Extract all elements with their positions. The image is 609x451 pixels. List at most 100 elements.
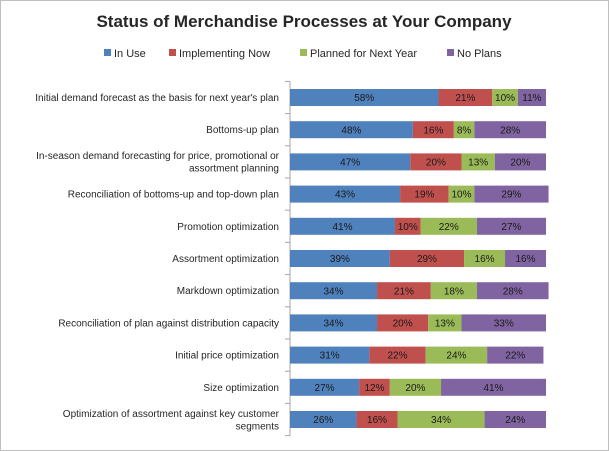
data-label: 13% xyxy=(468,158,488,169)
category-labels: Initial demand forecast as the basis for… xyxy=(35,93,279,432)
data-label: 20% xyxy=(405,383,425,394)
bar-no-plans xyxy=(476,217,546,235)
category-label: segments xyxy=(236,421,279,432)
bar-in-use xyxy=(290,346,370,364)
bars: 58% 21% 10% 11% 48% 16% 8% 28% 47% 20% 13% 20% 43% 19… xyxy=(290,89,549,428)
data-label: 34% xyxy=(431,415,451,426)
data-label: 21% xyxy=(455,93,475,104)
bar-in-use xyxy=(290,153,411,171)
bar-planned-for-next-year xyxy=(425,346,488,364)
data-label: 22% xyxy=(388,351,408,362)
bar-in-use xyxy=(290,411,357,428)
category-label: Bottoms-up plan xyxy=(206,125,279,136)
data-label: 13% xyxy=(435,319,455,330)
data-label: 8% xyxy=(457,125,472,136)
data-label: 24% xyxy=(446,351,466,362)
data-label: 29% xyxy=(501,190,521,201)
bar-planned-for-next-year xyxy=(453,121,475,139)
data-label: 28% xyxy=(503,286,523,297)
data-label: 34% xyxy=(324,319,344,330)
bar-no-plans xyxy=(487,346,544,364)
category-label: Markdown optimization xyxy=(177,286,279,297)
bar-implementing-now xyxy=(410,153,462,171)
data-label: 18% xyxy=(444,286,464,297)
category-axis xyxy=(285,80,291,437)
data-label: 10% xyxy=(495,93,515,104)
legend-swatch-no-plans xyxy=(447,49,454,56)
data-label: 27% xyxy=(315,383,335,394)
category-label: Assortment optimization xyxy=(172,254,279,265)
data-label: 58% xyxy=(354,93,374,104)
data-label: 16% xyxy=(423,125,443,136)
data-label: 39% xyxy=(330,254,350,265)
data-label: 19% xyxy=(414,190,434,201)
legend-label-planned-for-next-year: Planned for Next Year xyxy=(310,48,417,60)
data-label: 21% xyxy=(394,286,414,297)
data-label: 41% xyxy=(332,222,352,233)
bar-no-plans xyxy=(494,153,546,171)
bar-planned-for-next-year xyxy=(430,282,477,300)
bar-no-plans xyxy=(476,282,549,300)
bar-planned-for-next-year xyxy=(420,217,477,235)
legend-swatch-planned-for-next-year xyxy=(300,49,307,56)
category-label: Promotion optimization xyxy=(177,222,279,233)
data-label: 34% xyxy=(324,286,344,297)
data-label: 10% xyxy=(452,190,472,201)
legend-label-in-use: In Use xyxy=(114,48,146,60)
data-label: 20% xyxy=(510,158,530,169)
bar-in-use xyxy=(290,314,378,332)
bar-no-plans xyxy=(474,185,549,203)
bar-in-use xyxy=(290,282,378,300)
bar-planned-for-next-year xyxy=(492,89,518,106)
data-label: 31% xyxy=(320,351,340,362)
bar-implementing-now xyxy=(356,411,398,428)
data-label: 12% xyxy=(364,383,384,394)
data-label: 26% xyxy=(313,415,333,426)
data-label: 27% xyxy=(501,222,521,233)
bar-implementing-now xyxy=(412,121,454,139)
category-label: Optimization of assortment against key c… xyxy=(63,409,280,420)
bar-planned-for-next-year xyxy=(389,378,442,396)
data-label: 16% xyxy=(367,415,387,426)
bar-planned-for-next-year xyxy=(448,185,475,203)
category-label: Initial price optimization xyxy=(175,351,279,362)
bar-in-use xyxy=(290,250,390,267)
category-label: Reconciliation of plan against distribut… xyxy=(58,318,279,329)
category-label: Reconciliation of bottoms-up and top-dow… xyxy=(68,190,279,201)
bar-no-plans xyxy=(517,89,546,106)
legend-swatch-in-use xyxy=(104,49,111,56)
bar-in-use xyxy=(290,89,439,106)
category-label: assortment planning xyxy=(189,164,279,175)
bar-in-use xyxy=(290,185,401,203)
bar-no-plans xyxy=(474,121,546,139)
data-label: 20% xyxy=(426,158,446,169)
bar-in-use xyxy=(290,217,395,235)
bar-implementing-now xyxy=(438,89,493,106)
bar-no-plans xyxy=(461,314,546,332)
bar-no-plans xyxy=(484,411,546,428)
data-label: 16% xyxy=(475,254,495,265)
bar-in-use xyxy=(290,121,413,139)
data-label: 43% xyxy=(335,190,355,201)
category-label: Initial demand forecast as the basis for… xyxy=(35,93,279,104)
bar-planned-for-next-year xyxy=(428,314,462,332)
data-label: 11% xyxy=(522,93,541,104)
bar-no-plans xyxy=(505,250,546,267)
data-label: 24% xyxy=(505,415,525,426)
bar-implementing-now xyxy=(359,378,390,396)
bar-implementing-now xyxy=(377,282,431,300)
legend: In Use Implementing Now Planned for Next Y… xyxy=(104,48,502,60)
bar-implementing-now xyxy=(389,250,465,267)
data-label: 22% xyxy=(505,351,525,362)
category-label: In-season demand forecasting for price, … xyxy=(36,151,280,162)
data-label: 33% xyxy=(494,319,514,330)
data-label: 10% xyxy=(398,222,418,233)
bar-no-plans xyxy=(441,378,546,396)
data-label: 28% xyxy=(500,125,520,136)
bar-implementing-now xyxy=(394,217,421,235)
bar-planned-for-next-year xyxy=(461,153,495,171)
bar-implementing-now xyxy=(377,314,429,332)
data-label: 47% xyxy=(340,158,360,169)
legend-swatch-implementing-now xyxy=(169,49,176,56)
